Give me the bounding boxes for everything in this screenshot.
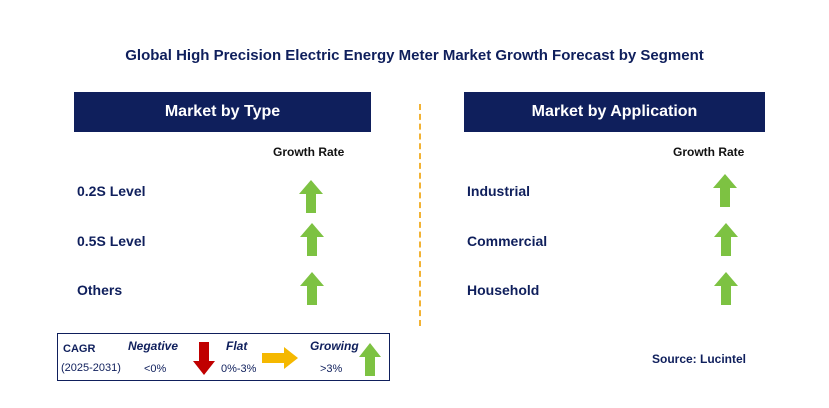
up-arrow-icon: [359, 343, 381, 376]
type-growth-rate-label: Growth Rate: [273, 145, 345, 159]
type-row-label-0-2s: 0.2S Level: [77, 183, 146, 199]
legend-growing-label: Growing: [310, 339, 359, 353]
legend-growing-range: >3%: [320, 363, 343, 375]
application-row-label-industrial: Industrial: [467, 183, 531, 199]
legend-negative-range: <0%: [144, 363, 167, 375]
up-arrow-icon: [714, 223, 738, 256]
legend-flat-range: 0%-3%: [221, 363, 257, 375]
cagr-legend: CAGR (2025-2031) Negative <0% Flat 0%-3%…: [57, 333, 390, 381]
application-row-label-household: Household: [467, 282, 540, 298]
application-row-label-commercial: Commercial: [467, 233, 548, 249]
application-growth-rate-label: Growth Rate: [673, 145, 745, 159]
legend-flat-label: Flat: [226, 339, 248, 353]
type-row-label-0-5s: 0.5S Level: [77, 233, 146, 249]
right-arrow-icon: [262, 347, 298, 369]
up-arrow-icon: [714, 272, 738, 305]
up-arrow-icon: [713, 174, 737, 207]
up-arrow-icon: [300, 223, 324, 256]
legend-period: (2025-2031): [61, 362, 121, 374]
down-arrow-icon: [193, 342, 215, 375]
type-row-label-others: Others: [77, 282, 123, 298]
up-arrow-icon: [300, 272, 324, 305]
source-label: Source: Lucintel: [652, 352, 747, 366]
up-arrow-icon: [299, 180, 323, 213]
market-by-application-header: Market by Application: [464, 92, 765, 132]
market-by-type-header: Market by Type: [74, 92, 371, 132]
page-title: Global High Precision Electric Energy Me…: [125, 47, 704, 64]
legend-negative-label: Negative: [128, 339, 179, 353]
panel-divider: [419, 104, 421, 326]
legend-cagr-label: CAGR: [63, 343, 96, 355]
